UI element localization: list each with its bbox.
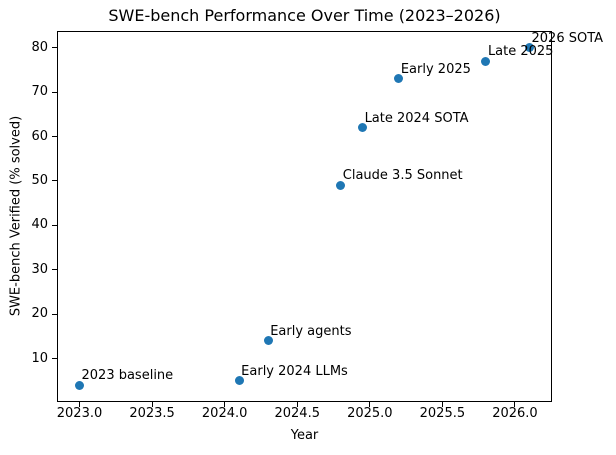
data-point: [263, 336, 273, 346]
y-tick-mark: [52, 91, 57, 93]
point-annotation: 2026 SOTA: [531, 30, 604, 46]
data-point: [336, 180, 346, 190]
y-tick-label: 50: [31, 172, 48, 188]
x-tick-label: 2025.5: [419, 406, 466, 421]
data-point: [234, 376, 244, 386]
point-annotation: 2023 baseline: [81, 368, 174, 384]
x-tick-mark: [296, 402, 298, 407]
x-tick-mark: [224, 402, 226, 407]
y-tick-mark: [52, 313, 57, 315]
x-tick-mark: [514, 402, 516, 407]
y-tick-label: 20: [31, 306, 48, 322]
point-annotation: Early 2024 LLMs: [241, 363, 348, 379]
data-point: [525, 43, 534, 53]
y-tick-label: 80: [31, 39, 48, 55]
y-tick-mark: [52, 180, 57, 182]
data-point: [75, 380, 84, 390]
y-tick-label: 40: [31, 217, 48, 233]
point-annotation: Early agents: [270, 323, 352, 339]
y-tick-label: 60: [31, 128, 48, 144]
point-annotation: Late 2024 SOTA: [364, 110, 469, 126]
x-tick-label: 2023.0: [56, 406, 103, 421]
data-point: [358, 123, 368, 133]
chart-title: SWE-bench Performance Over Time (2023–20…: [108, 6, 501, 25]
y-tick-mark: [52, 358, 57, 359]
x-axis-label: Year: [290, 428, 319, 443]
y-tick-mark: [52, 269, 57, 271]
data-point: [481, 56, 491, 66]
x-tick-label: 2023.5: [129, 406, 175, 421]
y-tick-mark: [52, 136, 57, 138]
point-annotation: Early 2025: [400, 61, 471, 77]
x-tick-mark: [441, 402, 443, 407]
point-annotation: Late 2025: [487, 44, 554, 60]
plot-area: [57, 31, 552, 402]
y-tick-label: 30: [31, 261, 48, 277]
x-tick-mark: [369, 402, 371, 407]
x-tick-mark: [79, 402, 80, 407]
x-tick-mark: [151, 402, 153, 407]
y-tick-mark: [52, 47, 57, 49]
x-tick-label: 2024.5: [274, 406, 320, 421]
x-tick-label: 2025.0: [347, 406, 393, 421]
point-annotation: Claude 3.5 Sonnet: [342, 168, 463, 184]
y-tick-mark: [52, 224, 57, 226]
y-tick-label: 10: [31, 350, 48, 366]
y-axis-label: SWE-bench Verified (% solved): [8, 115, 24, 317]
x-tick-label: 2024.0: [201, 406, 248, 421]
x-tick-label: 2026.0: [492, 406, 538, 421]
data-point: [394, 74, 404, 84]
y-tick-label: 70: [31, 84, 48, 100]
